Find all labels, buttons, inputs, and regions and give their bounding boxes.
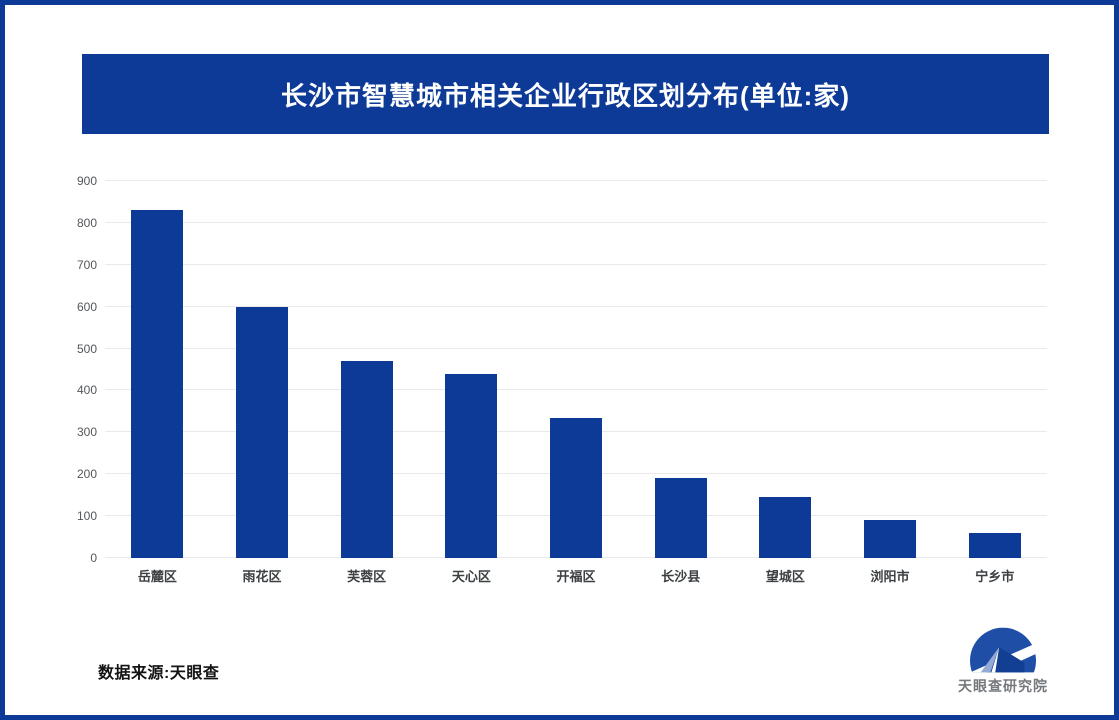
y-tick-label: 200 (76, 467, 97, 482)
x-tick-label: 宁乡市 (975, 569, 1015, 584)
y-tick-label: 800 (76, 215, 97, 230)
bar-岳麓区 (131, 210, 184, 558)
y-tick-label: 500 (76, 341, 97, 356)
bar-宁乡市 (968, 532, 1021, 558)
x-tick-label: 长沙县 (661, 569, 701, 584)
bar-长沙县 (654, 478, 707, 558)
gridline (105, 263, 1047, 265)
bar-开福区 (550, 417, 603, 558)
y-tick-label: 0 (90, 551, 97, 565)
bar-芙蓉区 (340, 361, 393, 558)
tianyancha-logo-icon (970, 627, 1036, 673)
gridline (105, 347, 1047, 349)
bar-slot (524, 181, 629, 558)
page-title: 长沙市智慧城市相关企业行政区划分布(单位:家) (281, 80, 850, 111)
x-tick-label: 天心区 (451, 569, 491, 584)
bar-slot (314, 181, 419, 558)
bar-slot (733, 181, 838, 558)
gridline (105, 180, 1047, 181)
bar-slot (105, 181, 210, 558)
data-source-note: 数据来源:天眼查 (98, 665, 220, 682)
bars (105, 181, 1047, 558)
x-tick-label: 雨花区 (242, 569, 282, 584)
y-tick-label: 900 (76, 174, 97, 188)
y-tick-label: 600 (76, 299, 97, 314)
brand-logo: 天眼查研究院 (943, 627, 1063, 696)
x-tick-label: 开福区 (556, 569, 596, 584)
y-tick-label: 400 (76, 383, 97, 398)
bar-雨花区 (236, 306, 288, 558)
bar-浏阳市 (864, 520, 917, 558)
bar-slot (210, 181, 315, 558)
gridline (105, 389, 1047, 391)
plot-area: 0 100 200 300 400 500 600 700 800 900 (77, 174, 1047, 565)
x-tick-label: 浏阳市 (870, 569, 910, 584)
x-tick-label: 望城区 (765, 569, 805, 584)
bar-slot (628, 181, 733, 558)
bar-slot (942, 181, 1047, 558)
y-tick-label: 700 (76, 257, 97, 272)
bar-slot (838, 181, 943, 558)
gridline (105, 305, 1047, 307)
brand-logo-label: 天眼查研究院 (958, 678, 1048, 694)
bar-slot (419, 181, 524, 558)
x-tick-label: 芙蓉区 (347, 569, 387, 584)
gridline (105, 221, 1047, 223)
bar-天心区 (445, 373, 498, 558)
bar-望城区 (759, 497, 812, 558)
y-tick-label: 300 (76, 425, 97, 440)
y-tick-label: 100 (76, 509, 97, 524)
x-axis-labels: 岳麓区 雨花区 芙蓉区 天心区 开福区 长沙县 望城区 浏阳市 宁乡市 (105, 566, 1047, 585)
title-banner: 长沙市智慧城市相关企业行政区划分布(单位:家) (82, 54, 1049, 134)
x-tick-label: 岳麓区 (137, 569, 177, 584)
